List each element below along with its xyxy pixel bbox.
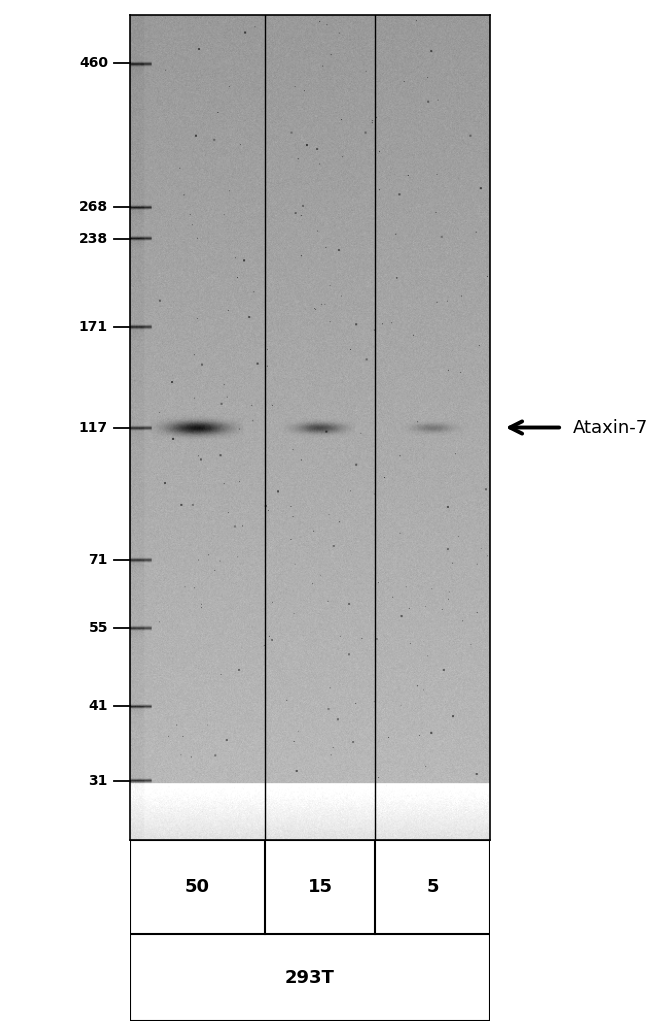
- Text: 55: 55: [88, 621, 108, 635]
- Text: 117: 117: [79, 421, 108, 435]
- Text: 41: 41: [88, 699, 108, 714]
- Text: 171: 171: [79, 320, 108, 334]
- Text: Ataxin-7: Ataxin-7: [573, 419, 649, 437]
- Text: 71: 71: [88, 553, 108, 568]
- Text: 238: 238: [79, 232, 108, 246]
- Text: 50: 50: [185, 878, 210, 896]
- Text: 31: 31: [88, 774, 108, 787]
- Text: 268: 268: [79, 200, 108, 214]
- Text: 293T: 293T: [285, 969, 335, 986]
- Text: 460: 460: [79, 56, 108, 70]
- Text: 15: 15: [307, 878, 333, 896]
- Text: 5: 5: [426, 878, 439, 896]
